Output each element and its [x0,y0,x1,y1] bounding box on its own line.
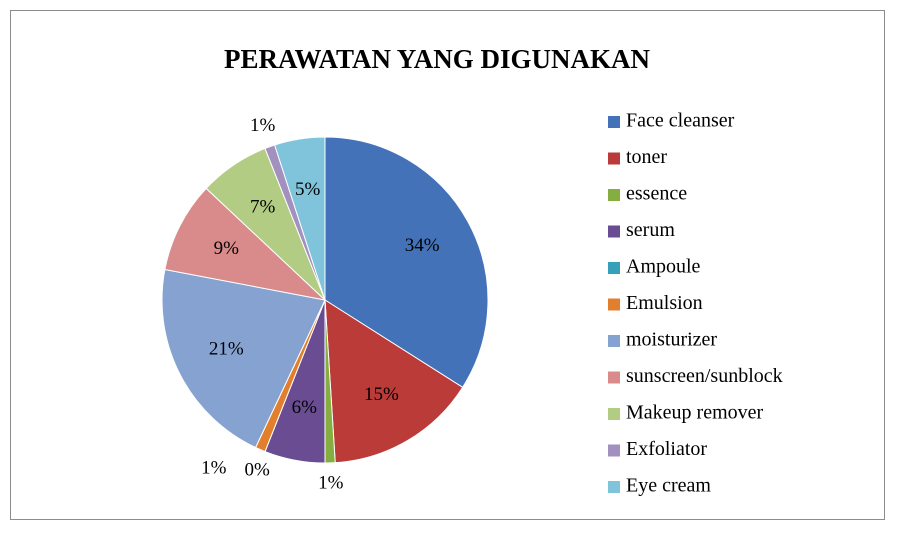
pie-slice [324,299,464,464]
pie-slice [164,187,327,301]
legend-swatch [608,298,620,311]
legend-swatch [608,116,620,128]
legend-label: moisturizer [626,329,717,351]
chart-title: PERAWATAN YANG DIGUNAKAN [224,44,651,74]
pie-slice [324,136,489,389]
legend-swatch [608,262,620,274]
legend-swatch [608,152,620,165]
legend-label: Emulsion [626,292,703,314]
data-label: 1% [250,115,276,136]
legend-swatch [608,335,620,347]
data-label: 0% [245,460,271,481]
data-label: 6% [292,397,318,418]
pie-slice [273,136,326,301]
legend-swatch [608,481,620,493]
legend-label: Face cleanser [626,110,735,132]
legend-swatch [608,408,620,420]
legend-label: serum [626,219,675,241]
legend-swatch [608,444,620,457]
data-label: 1% [318,472,344,493]
data-label: 7% [250,197,276,218]
legend-label: Ampoule [626,256,701,278]
data-label: 15% [364,384,399,405]
legend-label: Makeup remover [626,402,764,424]
legend-label: essence [626,183,687,205]
data-label: 34% [405,235,440,256]
data-label: 21% [209,339,244,360]
legend-swatch [608,225,620,238]
legend-label: sunscreen/sunblock [626,365,783,387]
data-label: 1% [201,457,227,478]
pie-slice [161,268,326,449]
legend-swatch [608,189,620,201]
data-label: 9% [214,238,240,259]
legend-swatch [608,371,620,384]
legend-label: toner [626,146,667,168]
legend-label: Exfoliator [626,438,707,460]
legend-label: Eye cream [626,475,711,497]
data-label: 5% [295,179,321,200]
